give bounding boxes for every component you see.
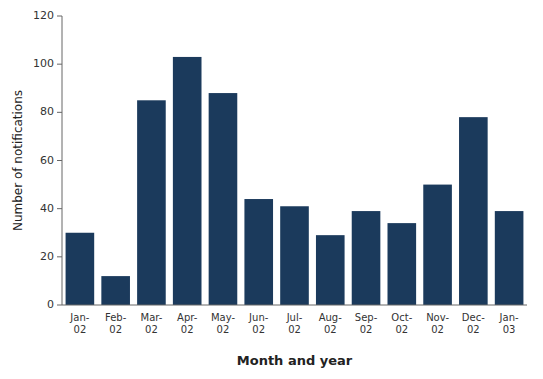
tick-label: 100	[33, 57, 54, 70]
tick-label: Jan-02	[69, 312, 89, 335]
bar	[209, 93, 238, 305]
tick-label: Jun-02	[248, 312, 269, 335]
bar	[423, 185, 452, 305]
tick-label: May-02	[211, 312, 235, 335]
bar	[495, 211, 524, 305]
y-axis-label: Number of notifications	[11, 90, 25, 231]
tick-label: Aug-02	[319, 312, 343, 335]
y-axis-line	[62, 16, 63, 305]
tick-label: Feb-02	[105, 312, 127, 335]
chart-svg: 0 20 40 60 80 100 120 Jan-02 Feb-02 Mar-02 Apr-02 M…	[0, 0, 543, 379]
tick-mark	[57, 16, 62, 17]
tick-mark	[57, 64, 62, 65]
tick-mark	[57, 160, 62, 161]
tick-label: Dec-02	[462, 312, 485, 335]
tick-label: Apr-02	[177, 312, 198, 335]
bars	[66, 57, 524, 305]
tick-label: 120	[33, 9, 54, 22]
tick-label: 0	[47, 298, 54, 311]
tick-label: Mar-02	[141, 312, 163, 335]
tick-mark	[57, 112, 62, 113]
bar	[388, 223, 417, 305]
tick-label: 60	[40, 154, 54, 167]
bar	[173, 57, 202, 305]
bar	[280, 206, 309, 305]
bar	[316, 235, 345, 305]
tick-label: Jul-02	[286, 312, 303, 335]
x-axis: Jan-02 Feb-02 Mar-02 Apr-02 May-02 Jun-02 Jul-…	[69, 312, 519, 335]
tick-label: 20	[40, 250, 54, 263]
tick-label: 80	[40, 105, 54, 118]
tick-label: Oct-02	[391, 312, 412, 335]
bar	[352, 211, 381, 305]
bar	[66, 233, 95, 305]
bar	[244, 199, 273, 305]
chart-container: 0 20 40 60 80 100 120 Jan-02 Feb-02 Mar-02 Apr-02 M…	[0, 0, 543, 379]
tick-mark	[57, 305, 62, 306]
tick-label: Nov-02	[426, 312, 449, 335]
bar	[137, 100, 166, 305]
bar	[101, 276, 130, 305]
tick-label: Sep-02	[355, 312, 378, 335]
x-axis-label: Month and year	[237, 353, 353, 368]
tick-label: Jan-03	[499, 312, 519, 335]
bar	[459, 117, 488, 305]
tick-label: 40	[40, 202, 54, 215]
x-axis-line	[62, 305, 527, 306]
tick-mark	[57, 208, 62, 209]
tick-mark	[57, 256, 62, 257]
y-axis: 0 20 40 60 80 100 120	[33, 9, 62, 311]
